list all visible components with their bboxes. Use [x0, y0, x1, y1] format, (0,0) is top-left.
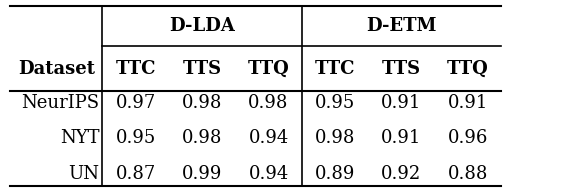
- Text: 0.89: 0.89: [315, 165, 355, 183]
- Text: 0.98: 0.98: [315, 129, 355, 147]
- Text: D-LDA: D-LDA: [169, 17, 235, 35]
- Text: TTS: TTS: [382, 60, 421, 78]
- Text: 0.88: 0.88: [447, 165, 488, 183]
- Text: TTC: TTC: [115, 60, 156, 78]
- Text: 0.99: 0.99: [182, 165, 222, 183]
- Text: TTC: TTC: [315, 60, 355, 78]
- Text: Dataset: Dataset: [18, 60, 95, 78]
- Text: TTQ: TTQ: [447, 60, 489, 78]
- Text: 0.91: 0.91: [381, 129, 422, 147]
- Text: 0.97: 0.97: [115, 93, 156, 112]
- Text: 0.95: 0.95: [315, 93, 355, 112]
- Text: NeurIPS: NeurIPS: [21, 93, 99, 112]
- Text: 0.98: 0.98: [182, 93, 222, 112]
- Text: 0.98: 0.98: [248, 93, 289, 112]
- Text: D-ETM: D-ETM: [366, 17, 437, 35]
- Text: 0.95: 0.95: [115, 129, 156, 147]
- Text: UN: UN: [69, 165, 99, 183]
- Text: 0.96: 0.96: [447, 129, 488, 147]
- Text: 0.91: 0.91: [447, 93, 488, 112]
- Text: NYT: NYT: [60, 129, 99, 147]
- Text: 0.92: 0.92: [381, 165, 422, 183]
- Text: 0.94: 0.94: [248, 165, 289, 183]
- Text: 0.91: 0.91: [381, 93, 422, 112]
- Text: 0.98: 0.98: [182, 129, 222, 147]
- Text: 0.87: 0.87: [115, 165, 156, 183]
- Text: 0.94: 0.94: [248, 129, 289, 147]
- Text: TTS: TTS: [182, 60, 222, 78]
- Text: TTQ: TTQ: [248, 60, 289, 78]
